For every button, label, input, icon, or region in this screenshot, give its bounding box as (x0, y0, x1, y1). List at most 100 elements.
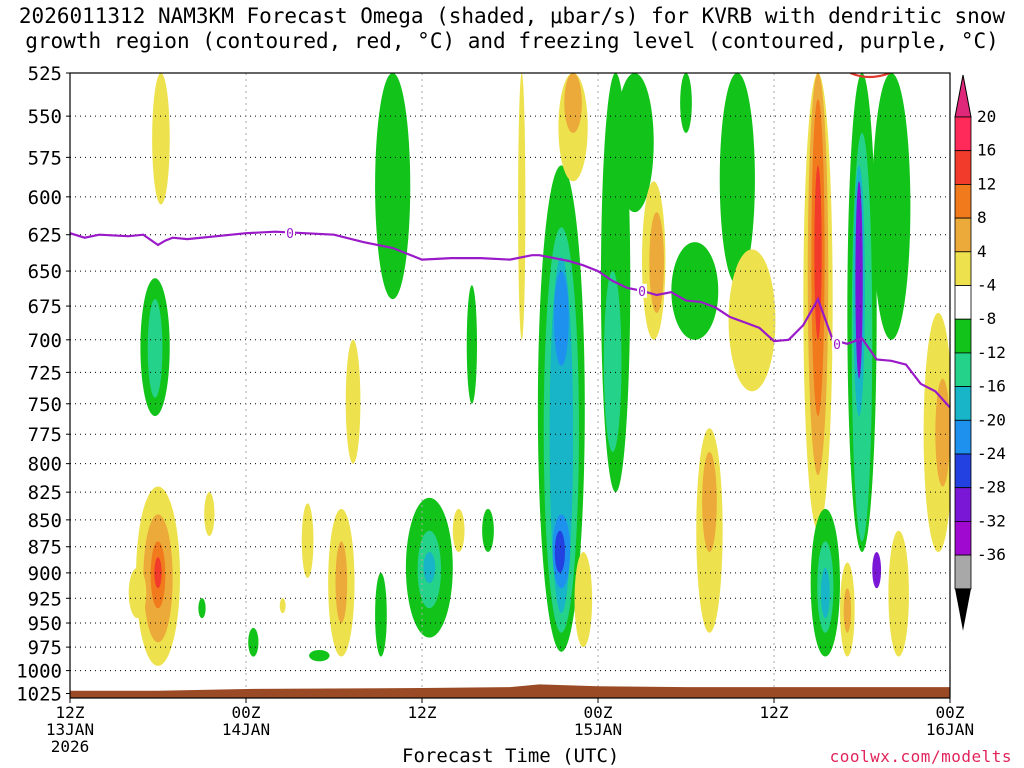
omega-region-45 (728, 249, 776, 392)
omega-region-39 (649, 212, 665, 313)
omega-region-0 (152, 73, 170, 205)
omega-region-36 (603, 271, 622, 452)
contour-label-2: 0 (833, 338, 841, 353)
omega-region-8 (204, 492, 215, 537)
terrain (70, 684, 950, 698)
x-tick-label-0-2: 2026 (51, 737, 90, 756)
freezing-level-contour: 0 0 0 (70, 73, 950, 410)
x-tick-label-0-0: 12Z (56, 703, 85, 722)
colorbar-swatch-13 (954, 554, 972, 590)
omega-region-7 (128, 567, 147, 619)
omega-shading (128, 73, 950, 666)
colorbar: 20 16 12 8 4 -4 -8 -12 -16 -20 -24 -28 -32 -36 (954, 74, 1006, 631)
omega-region-2 (147, 299, 163, 398)
omega-region-15 (345, 339, 361, 464)
omega-region-14 (375, 73, 411, 300)
omega-region-11 (301, 503, 314, 579)
contour-label-1: 0 (638, 285, 646, 300)
omega-region-49 (814, 165, 822, 340)
y-tick-label-875: 875 (28, 537, 62, 559)
omega-region-13 (309, 649, 330, 662)
colorbar-label-6: -8 (977, 309, 996, 328)
y-axis: 525 550 575 600 625 650 675 700 725 750 775 800 825 8… (16, 63, 70, 705)
omega-region-33 (564, 73, 582, 133)
colorbar-label-2: 12 (977, 174, 996, 193)
freezing-level-line (70, 230, 950, 410)
x-tick-label-3-1: 15JAN (574, 720, 622, 739)
y-tick-label-850: 850 (28, 510, 62, 532)
omega-region-63 (888, 530, 909, 657)
y-tick-label-1000: 1000 (16, 661, 62, 683)
colorbar-label-8: -16 (977, 377, 1006, 396)
colorbar-swatch-8 (954, 386, 972, 421)
x-tick-label-2-0: 12Z (408, 703, 437, 722)
omega-region-6 (154, 557, 162, 589)
y-tick-label-825: 825 (28, 482, 62, 504)
colorbar-label-3: 8 (977, 208, 987, 227)
colorbar-label-0: 20 (977, 107, 996, 126)
omega-region-24 (466, 285, 477, 404)
x-axis-label: Forecast Time (UTC) (402, 745, 620, 767)
colorbar-label-13: -36 (977, 545, 1006, 564)
x-tick-label-4-0: 12Z (760, 703, 789, 722)
omega-region-54 (872, 73, 911, 340)
y-tick-label-525: 525 (28, 63, 62, 85)
x-tick-label-5-0: 00Z (936, 703, 965, 722)
colorbar-swatch-3 (954, 217, 972, 253)
omega-region-17 (335, 541, 348, 624)
y-tick-label-950: 950 (28, 613, 62, 635)
colorbar-swatch-12 (954, 521, 972, 556)
contour-label-bg-1 (637, 283, 647, 298)
colorbar-swatch-5 (954, 285, 972, 320)
colorbar-swatch-10 (954, 453, 972, 489)
colorbar-swatch-7 (954, 352, 972, 387)
contour-label-0: 0 (286, 227, 294, 242)
contour-label-bg-0 (285, 226, 295, 241)
chart-title-line1: 2026011312 NAM3KM Forecast Omega (shaded… (18, 4, 1006, 28)
colorbar-label-5: -4 (977, 276, 996, 295)
omega-region-59 (820, 567, 830, 619)
colorbar-label-12: -32 (977, 511, 1006, 530)
colorbar-label-9: -20 (977, 410, 1006, 429)
contour-label-bg-2 (832, 336, 843, 351)
y-tick-label-550: 550 (28, 106, 62, 128)
colorbar-label-7: -12 (977, 343, 1006, 362)
y-tick-label-700: 700 (28, 330, 62, 352)
omega-region-29 (554, 271, 569, 366)
omega-region-21 (423, 552, 436, 584)
x-tick-label-1-1: 14JAN (222, 720, 270, 739)
omega-region-34 (574, 552, 593, 648)
omega-region-61 (843, 588, 851, 633)
chart-title-line2: growth region (contoured, red, °C) and f… (25, 29, 999, 53)
omega-region-37 (615, 73, 654, 213)
y-tick-label-925: 925 (28, 588, 62, 610)
y-tick-label-650: 650 (28, 261, 62, 283)
omega-region-9 (198, 598, 206, 619)
colorbar-swatch-2 (954, 183, 972, 219)
colorbar-swatch-4 (954, 251, 972, 286)
chart-title: 2026011312 NAM3KM Forecast Omega (shaded… (0, 4, 1024, 54)
colorbar-label-10: -24 (977, 444, 1006, 463)
omega-region-43 (702, 451, 717, 553)
dgz-contour (849, 73, 891, 79)
x-tick-label-5-1: 16JAN (926, 720, 974, 739)
omega-region-40 (680, 73, 692, 133)
credit-text: coolwx.com/modelts (829, 747, 1012, 766)
y-tick-label-1025: 1025 (16, 683, 62, 705)
omega-region-56 (935, 378, 950, 487)
colorbar-over-triangle (954, 74, 972, 118)
omega-region-22 (452, 508, 465, 553)
omega-region-23 (482, 508, 494, 553)
colorbar-swatch-1 (954, 150, 972, 185)
y-tick-label-800: 800 (28, 454, 62, 476)
y-tick-label-725: 725 (28, 362, 62, 384)
colorbar-under-triangle (955, 588, 971, 631)
colorbar-swatch-0 (954, 116, 972, 152)
omega-region-41 (671, 242, 719, 340)
colorbar-label-1: 16 (977, 141, 996, 160)
y-tick-label-750: 750 (28, 394, 62, 416)
omega-region-53 (855, 181, 863, 379)
omega-region-25 (518, 73, 526, 340)
